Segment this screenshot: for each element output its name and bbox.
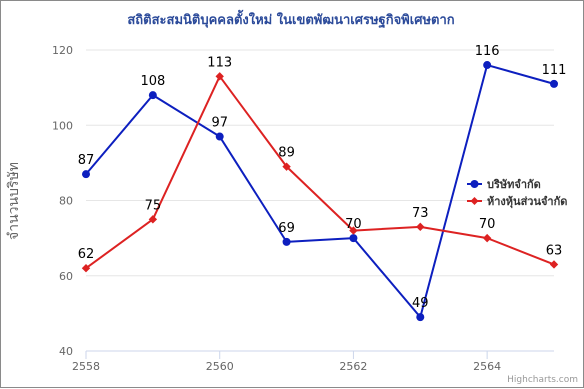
x-axis-ticks: 2558 2560 2562 2564 — [72, 351, 501, 373]
data-point[interactable] — [282, 237, 291, 246]
data-label: 108 — [140, 74, 165, 89]
x-tick-label: 2564 — [473, 360, 501, 373]
data-label: 73 — [412, 206, 429, 221]
data-label: 111 — [542, 63, 567, 78]
y-axis-label: จำนวนบริษัท — [6, 162, 22, 240]
chart-title: สถิติสะสมนิติบุคคลตั้งใหม่ ในเขตพัฒนาเศร… — [127, 9, 454, 29]
credits-text[interactable]: Highcharts.com — [507, 375, 578, 385]
data-label: 97 — [211, 116, 228, 131]
legend-label[interactable]: บริษัทจำกัด — [487, 178, 541, 191]
series-line — [85, 64, 555, 319]
x-tick-label: 2562 — [339, 360, 367, 373]
data-label: 49 — [412, 296, 429, 311]
y-axis-ticks: 40 60 80 100 120 — [52, 44, 73, 358]
data-point[interactable] — [482, 233, 492, 243]
data-label: 69 — [278, 221, 295, 236]
y-tick-label: 40 — [59, 345, 73, 358]
data-point[interactable] — [549, 260, 559, 269]
data-label: 89 — [278, 146, 295, 161]
series-layer — [81, 61, 559, 322]
data-point[interactable] — [349, 234, 358, 243]
y-tick-label: 100 — [52, 119, 73, 132]
legend: บริษัทจำกัดห้างหุ้นส่วนจำกัด — [467, 178, 567, 209]
legend-marker[interactable] — [470, 197, 479, 205]
data-point[interactable] — [82, 170, 90, 179]
data-point[interactable] — [148, 91, 157, 100]
data-label: 70 — [479, 217, 496, 232]
data-label: 62 — [78, 247, 95, 262]
series-line — [85, 75, 555, 270]
data-point[interactable] — [81, 264, 91, 273]
data-point[interactable] — [215, 132, 224, 141]
data-labels: 87 108 97 69 70 49 116 111 62 75 113 89 73 70 63 — [78, 44, 567, 311]
y-tick-label: 60 — [59, 270, 73, 283]
data-label: 70 — [345, 217, 362, 232]
legend-label[interactable]: ห้างหุ้นส่วนจำกัด — [487, 195, 567, 209]
x-tick-label: 2560 — [206, 360, 234, 373]
data-point[interactable] — [550, 79, 558, 88]
x-tick-label: 2558 — [72, 360, 100, 373]
data-label: 113 — [207, 55, 232, 70]
y-tick-label: 120 — [52, 44, 73, 57]
data-label: 116 — [475, 44, 500, 59]
data-label: 63 — [546, 243, 563, 258]
data-point[interactable] — [349, 226, 358, 235]
data-point[interactable] — [416, 222, 425, 232]
data-label: 87 — [78, 153, 95, 168]
data-point[interactable] — [416, 313, 425, 322]
data-label: 75 — [145, 198, 162, 213]
data-point[interactable] — [282, 162, 291, 171]
y-tick-label: 80 — [59, 195, 73, 208]
data-point[interactable] — [483, 61, 492, 70]
legend-marker[interactable] — [470, 180, 479, 188]
data-point[interactable] — [215, 72, 224, 81]
data-point[interactable] — [148, 215, 158, 224]
